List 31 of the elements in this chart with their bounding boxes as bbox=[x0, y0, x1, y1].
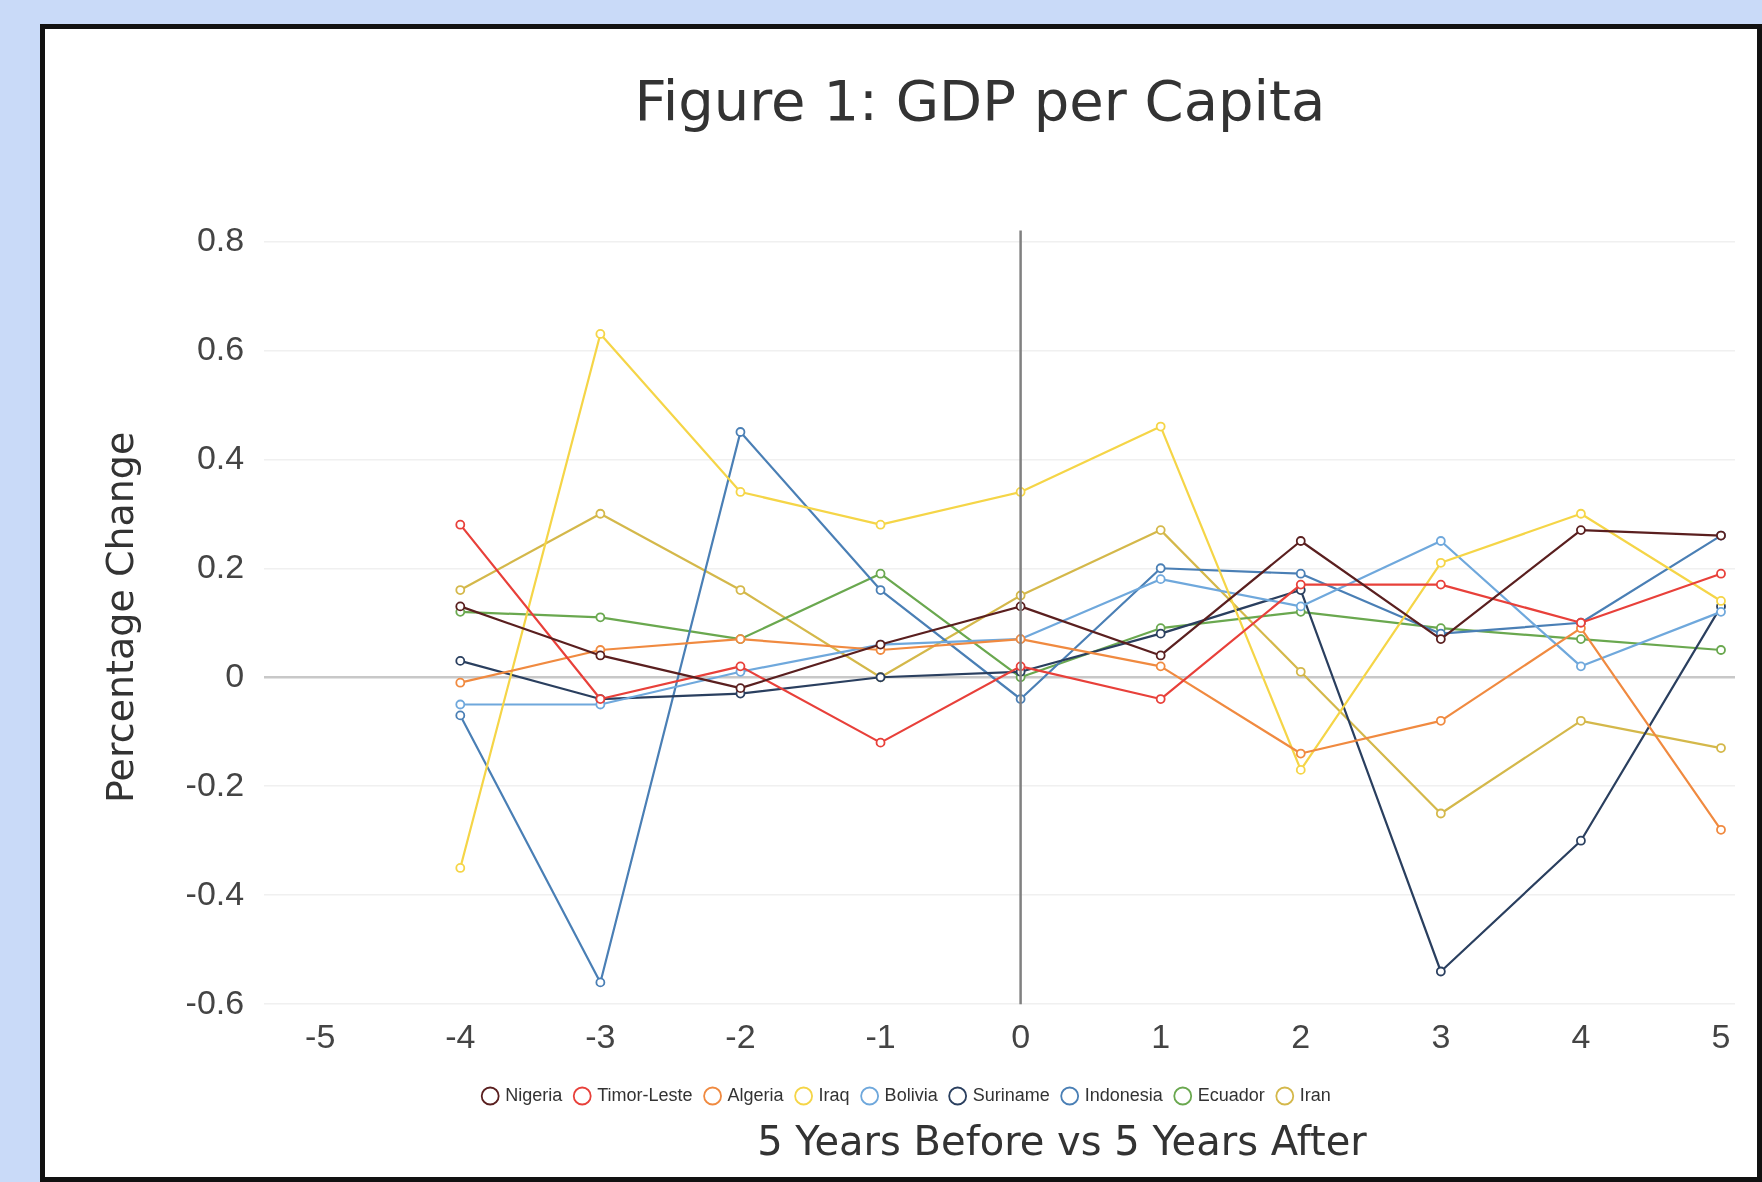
y-tick-label: -0.6 bbox=[185, 982, 245, 1021]
y-tick-label: 0.6 bbox=[196, 328, 245, 367]
x-tick-label: 1 bbox=[1151, 1016, 1171, 1055]
x-tick-label: -2 bbox=[725, 1016, 756, 1055]
legend-label: Ecuador bbox=[1197, 1084, 1265, 1105]
legend-label: Algeria bbox=[727, 1084, 785, 1105]
x-tick-label: -4 bbox=[445, 1016, 476, 1055]
legend-label: Iran bbox=[1299, 1084, 1331, 1105]
y-tick-label: 0.4 bbox=[196, 437, 245, 476]
legend-label: Suriname bbox=[972, 1084, 1050, 1105]
x-tick-label: 2 bbox=[1291, 1016, 1311, 1055]
y-tick-label: 0.8 bbox=[196, 219, 245, 258]
x-axis-title: 5 Years Before vs 5 Years After bbox=[756, 1118, 1368, 1164]
y-tick-label: -0.2 bbox=[185, 764, 245, 803]
x-tick-label: 4 bbox=[1571, 1016, 1591, 1055]
legend-label: Bolivia bbox=[884, 1084, 939, 1105]
y-axis-title: Percentage Change bbox=[97, 431, 142, 803]
x-tick-label: -3 bbox=[585, 1016, 616, 1055]
x-tick-label: -1 bbox=[865, 1016, 896, 1055]
x-tick-label: 5 bbox=[1711, 1016, 1731, 1055]
x-tick-label: 0 bbox=[1011, 1016, 1031, 1055]
chart-title: Figure 1: GDP per Capita bbox=[633, 68, 1327, 133]
y-tick-label: -0.4 bbox=[185, 873, 245, 912]
legend-label: Nigeria bbox=[505, 1084, 564, 1105]
legend-label: Timor-Leste bbox=[597, 1084, 693, 1105]
x-tick-label: 3 bbox=[1431, 1016, 1451, 1055]
x-tick-label: -5 bbox=[305, 1016, 336, 1055]
legend-label: Indonesia bbox=[1084, 1084, 1164, 1105]
y-tick-label: 0 bbox=[225, 655, 245, 694]
legend-label: Iraq bbox=[818, 1084, 850, 1105]
y-tick-label: 0.2 bbox=[196, 546, 245, 585]
